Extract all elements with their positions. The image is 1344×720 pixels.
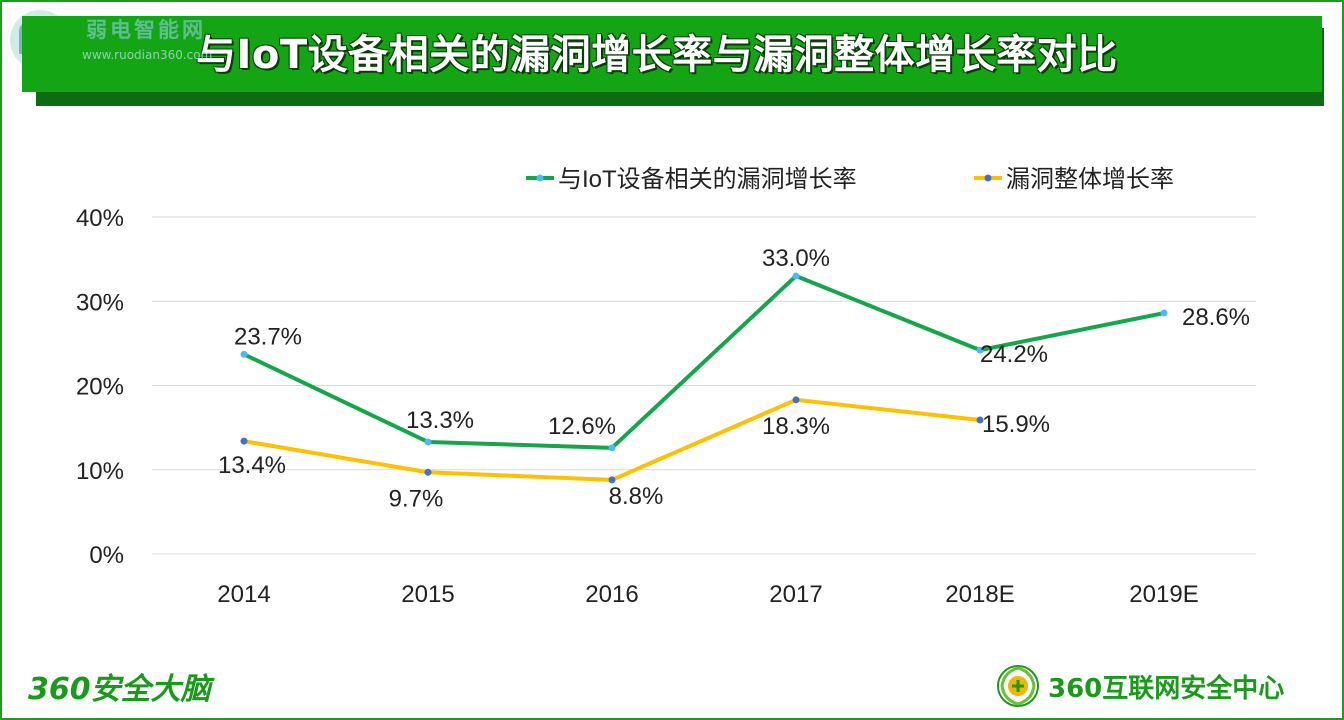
- data-label: 18.3%: [762, 413, 830, 440]
- data-point: [976, 416, 984, 424]
- data-point: [240, 350, 248, 358]
- x-tick-label: 2014: [217, 581, 270, 608]
- legend-label: 漏洞整体增长率: [1006, 166, 1174, 193]
- y-tick-label: 0%: [89, 542, 124, 569]
- y-tick-label: 40%: [76, 205, 124, 232]
- data-label: 15.9%: [982, 411, 1050, 438]
- data-point: [976, 346, 984, 354]
- data-label: 13.3%: [406, 407, 474, 434]
- legend-marker: [536, 174, 544, 182]
- x-tick-label: 2016: [585, 581, 638, 608]
- y-tick-label: 10%: [76, 458, 124, 485]
- data-label: 24.2%: [980, 341, 1048, 368]
- data-label: 33.0%: [762, 245, 830, 272]
- footer-brand-left: 360安全大脑: [28, 672, 211, 707]
- data-label: 8.8%: [609, 483, 664, 510]
- x-tick-label: 2017: [769, 581, 822, 608]
- data-point: [424, 438, 432, 446]
- footer-brand-right: 360互联网安全中心: [1048, 674, 1285, 704]
- data-point: [792, 396, 800, 404]
- data-point: [792, 272, 800, 280]
- watermark-url: www.ruodian360.com: [82, 48, 213, 62]
- x-tick-label: 2015: [401, 581, 454, 608]
- data-label: 9.7%: [389, 485, 444, 512]
- data-point: [608, 476, 616, 484]
- series-line: [243, 273, 1165, 450]
- watermark-name: 弱电智能网: [86, 18, 206, 42]
- legend-label: 与IoT设备相关的漏洞增长率: [558, 166, 857, 193]
- data-label: 13.4%: [218, 452, 286, 479]
- page-title: 与IoT设备相关的漏洞增长率与漏洞整体增长率对比: [196, 32, 1118, 78]
- data-point: [424, 468, 432, 476]
- data-label: 28.6%: [1182, 304, 1250, 331]
- data-point: [240, 437, 248, 445]
- title-bar: [22, 16, 1322, 92]
- x-tick-label: 2018E: [945, 581, 1014, 608]
- x-tick-label: 2019E: [1129, 581, 1198, 608]
- data-point: [608, 444, 616, 452]
- shield-emblem-icon: [997, 665, 1039, 707]
- y-tick-label: 20%: [76, 374, 124, 401]
- data-label: 23.7%: [234, 323, 302, 350]
- data-point: [1160, 309, 1168, 317]
- data-label: 12.6%: [548, 413, 616, 440]
- legend-marker: [984, 174, 992, 182]
- y-tick-label: 30%: [76, 289, 124, 316]
